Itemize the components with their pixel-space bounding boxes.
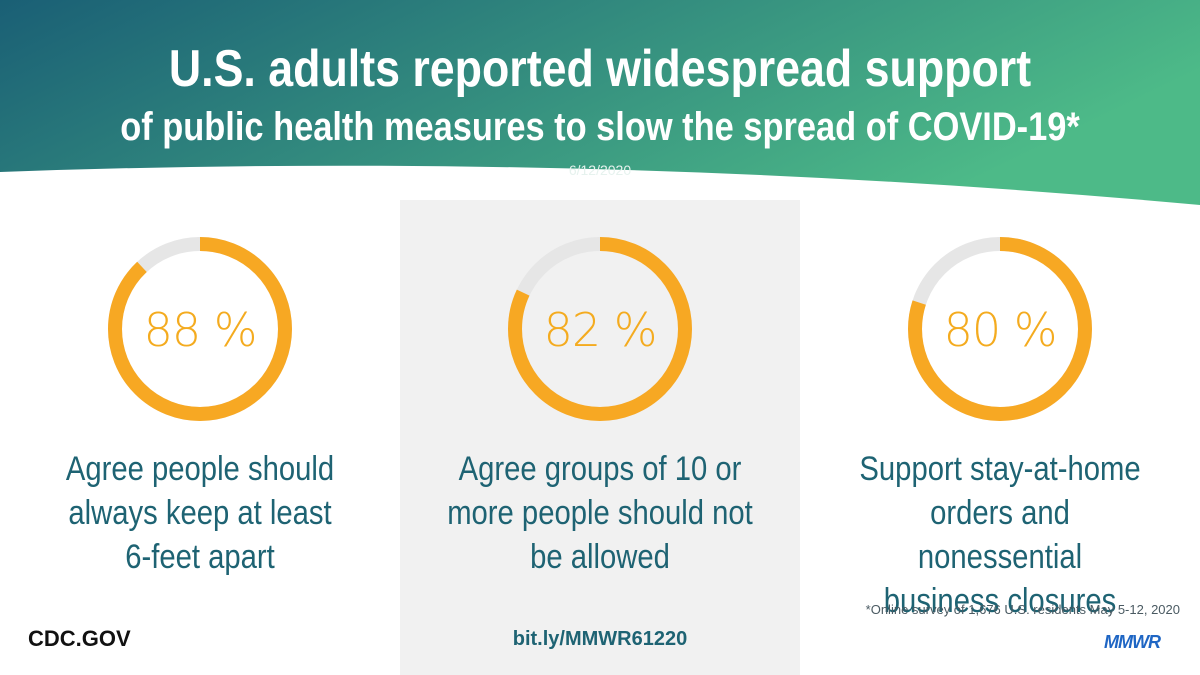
header-banner: [0, 0, 1200, 205]
page-title: U.S. adults reported widespread support: [168, 40, 1032, 98]
description-line: more people should not: [447, 494, 753, 532]
stat-description-1: Agree people should always keep at least…: [45, 447, 355, 579]
description-line: business closures: [883, 582, 1117, 620]
description-line: Support stay-at-home: [859, 450, 1141, 488]
description-line: Agree people should: [65, 450, 335, 488]
donut-arc: [908, 237, 1092, 421]
middle-panel: [400, 200, 800, 675]
description-line: orders and nonessential: [917, 494, 1083, 576]
page-subtitle: of public health measures to slow the sp…: [120, 105, 1080, 149]
donut-chart-1: [108, 237, 292, 421]
donut-chart-2: [508, 237, 692, 421]
description-line: 6-feet apart: [125, 538, 275, 576]
date-label: 6/12/2020: [568, 162, 632, 178]
survey-footnote: *Online survey of 1,676 U.S. residents M…: [865, 602, 1180, 617]
donut-value-1: 88 %: [143, 303, 258, 357]
donut-value-3: 80 %: [943, 303, 1058, 357]
donut-value-2: 82 %: [543, 303, 658, 357]
donut-chart-3: [908, 237, 1092, 421]
cdc-gov-link[interactable]: CDC.GOV: [28, 626, 131, 651]
mmwr-logo: MMWR: [1104, 632, 1161, 652]
stat-description-2: Agree groups of 10 or more people should…: [445, 447, 755, 579]
donut-arc: [108, 237, 292, 421]
mmwr-short-link[interactable]: bit.ly/MMWR61220: [512, 628, 688, 650]
stat-description-3: Support stay-at-home orders and nonessen…: [845, 447, 1155, 623]
description-line: always keep at least: [68, 494, 332, 532]
donut-arc: [508, 237, 692, 421]
description-line: Agree groups of 10 or: [458, 450, 742, 488]
description-line: be allowed: [530, 538, 670, 576]
